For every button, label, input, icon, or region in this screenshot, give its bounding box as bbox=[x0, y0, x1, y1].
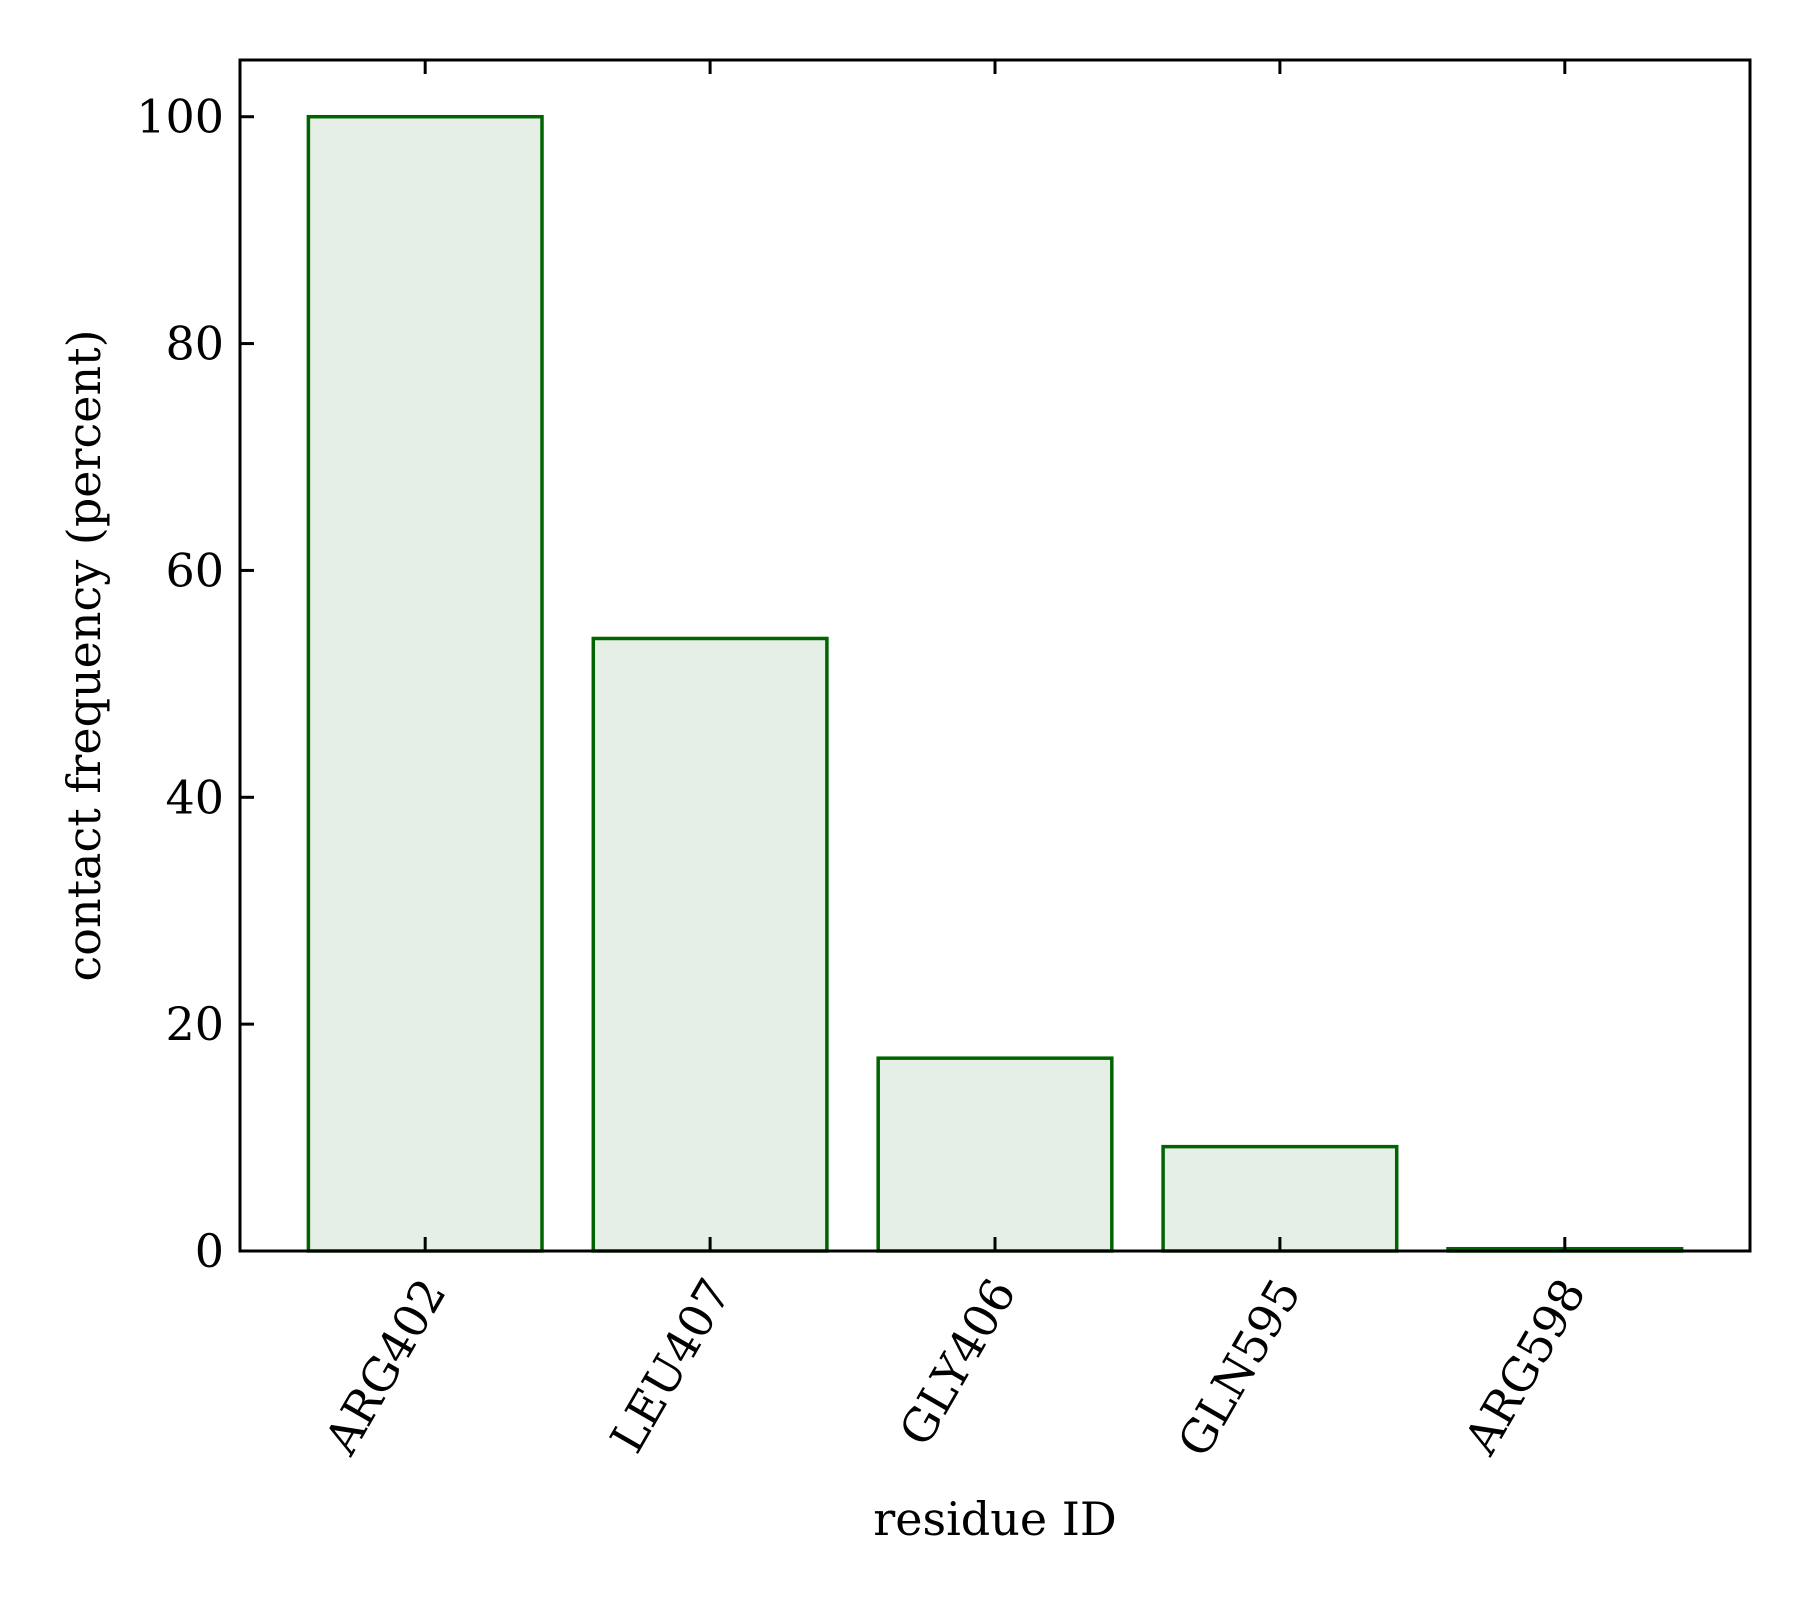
y-tick-label: 80 bbox=[165, 317, 224, 371]
x-axis-label: residue ID bbox=[873, 1492, 1117, 1546]
x-tick-label-gly406: GLY406 bbox=[888, 1270, 1026, 1455]
y-tick-label: 60 bbox=[165, 543, 224, 597]
y-tick-label: 100 bbox=[136, 90, 224, 144]
y-tick-label: 0 bbox=[195, 1224, 224, 1278]
x-tick-label-arg598: ARG598 bbox=[1453, 1270, 1596, 1464]
bar-gly406 bbox=[876, 1056, 1114, 1253]
y-tick-label: 40 bbox=[165, 770, 224, 824]
x-tick-label-gln595: GLN595 bbox=[1167, 1270, 1311, 1466]
y-tick-label: 20 bbox=[165, 997, 224, 1051]
bars-group bbox=[306, 114, 1684, 1253]
bar-arg402 bbox=[306, 114, 544, 1253]
bar-gln595 bbox=[1161, 1144, 1399, 1253]
x-tick-label-arg402: ARG402 bbox=[313, 1270, 456, 1464]
bar-leu407 bbox=[591, 636, 829, 1253]
y-axis-label: contact frequency (percent) bbox=[57, 329, 111, 981]
x-tick-label-leu407: LEU407 bbox=[600, 1270, 742, 1462]
